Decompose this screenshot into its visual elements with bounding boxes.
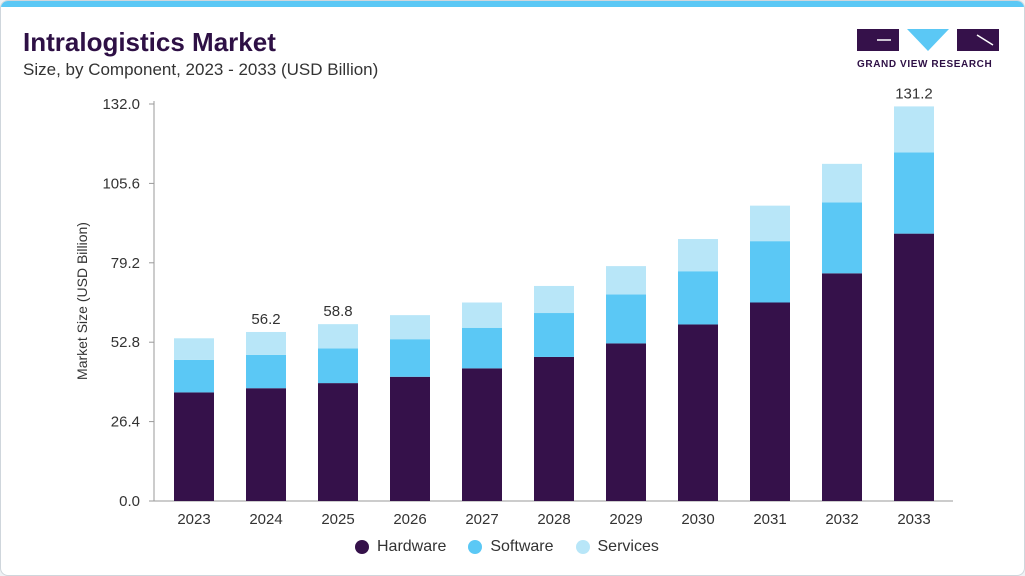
y-tick-label: 105.6 — [102, 175, 140, 192]
x-tick-label: 2024 — [249, 511, 282, 528]
x-tick-label: 2025 — [321, 511, 354, 528]
bar-hardware-2024 — [246, 388, 286, 501]
bar-hardware-2029 — [606, 343, 646, 501]
legend-item-hardware: Hardware — [355, 538, 446, 556]
bar-services-2033 — [894, 106, 934, 153]
grand-view-research-logo — [857, 29, 999, 51]
bar-services-2030 — [678, 239, 718, 272]
bar-services-2031 — [750, 205, 790, 242]
bar-hardware-2033 — [894, 233, 934, 501]
bar-services-2025 — [318, 324, 358, 349]
chart-subtitle: Size, by Component, 2023 - 2033 (USD Bil… — [23, 60, 379, 79]
bar-hardware-2030 — [678, 324, 718, 501]
bar-software-2023 — [174, 359, 214, 393]
x-tick-label: 2029 — [609, 511, 642, 528]
y-tick-label: 0.0 — [119, 493, 140, 510]
bar-hardware-2025 — [318, 383, 358, 501]
x-tick-label: 2023 — [177, 511, 210, 528]
bar-hardware-2023 — [174, 392, 214, 501]
legend-dot — [575, 540, 590, 554]
chart-title: Intralogistics Market — [23, 27, 276, 57]
legend-item-software: Software — [468, 538, 554, 556]
x-tick-label: 2031 — [753, 511, 786, 528]
x-tick-label: 2033 — [897, 511, 930, 528]
bar-software-2027 — [462, 327, 502, 369]
bar-software-2032 — [822, 202, 862, 274]
x-tick-label: 2027 — [465, 511, 498, 528]
bar-software-2028 — [534, 313, 574, 357]
legend-label: Services — [597, 538, 659, 555]
y-tick-label: 52.8 — [111, 334, 140, 351]
bar-hardware-2028 — [534, 356, 574, 501]
bar-services-2026 — [390, 315, 430, 340]
legend-label: Software — [490, 538, 554, 555]
bar-hardware-2032 — [822, 273, 862, 501]
legend-dot — [355, 540, 369, 554]
y-tick-label: 79.2 — [111, 255, 140, 272]
bar-software-2030 — [678, 271, 718, 325]
x-tick-label: 2030 — [681, 511, 714, 528]
bar-software-2033 — [894, 152, 934, 234]
legend: Hardware Software Services — [355, 538, 659, 556]
legend-label: Hardware — [377, 538, 447, 555]
legend-dot — [468, 540, 483, 554]
x-tick-label: 2026 — [393, 511, 426, 528]
bar-services-2023 — [174, 338, 214, 360]
bar-software-2031 — [750, 241, 790, 303]
bar-hardware-2031 — [750, 302, 790, 501]
bar-software-2024 — [246, 354, 286, 389]
y-tick-label: 26.4 — [111, 414, 140, 431]
bar-services-2024 — [246, 331, 286, 355]
y-axis-label: Market Size (USD Billion) — [74, 222, 90, 380]
x-tick-label: 2032 — [825, 511, 858, 528]
data-label: 131.2 — [895, 85, 933, 102]
bar-services-2032 — [822, 163, 862, 203]
y-tick-label: 132.0 — [102, 96, 140, 113]
brand-name: GRAND VIEW RESEARCH — [857, 59, 993, 70]
bar-services-2027 — [462, 302, 502, 328]
x-tick-label: 2028 — [537, 511, 570, 528]
data-label: 58.8 — [323, 303, 352, 320]
accent-bar — [1, 1, 1024, 7]
bar-software-2025 — [318, 348, 358, 384]
bar-hardware-2027 — [462, 368, 502, 501]
bar-software-2026 — [390, 339, 430, 377]
legend-item-services: Services — [575, 538, 659, 556]
bar-software-2029 — [606, 294, 646, 344]
bar-services-2029 — [606, 266, 646, 295]
bar-hardware-2026 — [390, 376, 430, 501]
bar-services-2028 — [534, 285, 574, 314]
data-label: 56.2 — [251, 311, 280, 328]
